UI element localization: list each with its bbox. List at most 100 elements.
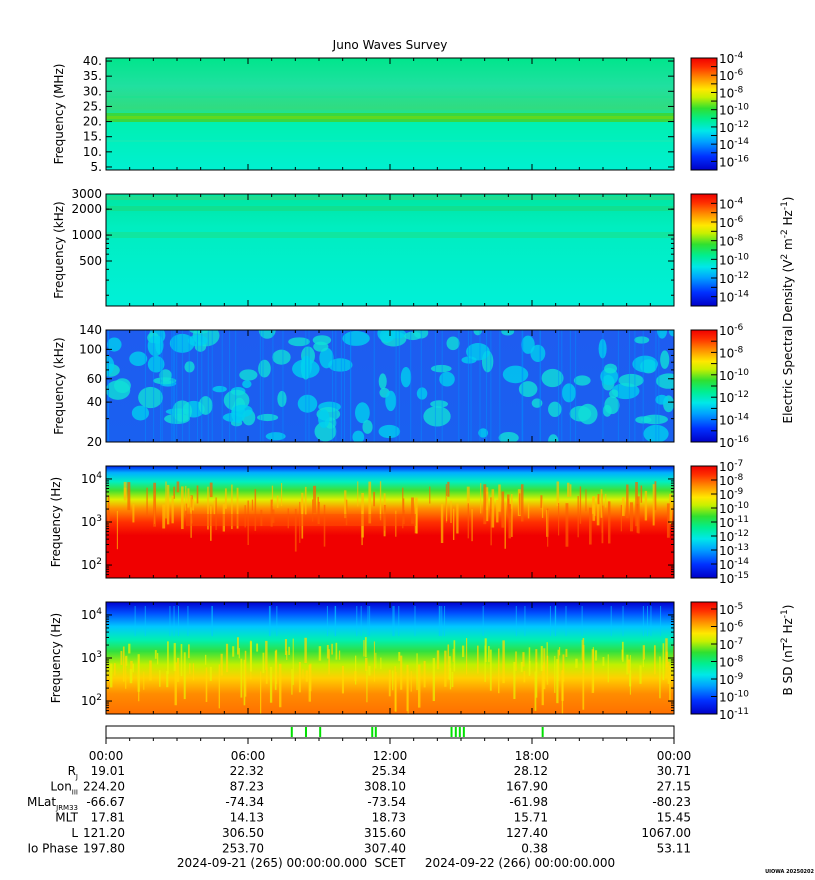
event-mark — [304, 727, 307, 737]
ephemeris-value: 25.34 — [372, 764, 406, 778]
colorbar-tick-label: 10-16 — [719, 435, 749, 450]
panel-electric-lfr-high: 20 40 60 100 140 Frequency (kHz) 10-6 10-8 10-10… — [52, 323, 749, 450]
y-axis-label: Frequency (kHz) — [52, 201, 66, 298]
ephemeris-value: 253.70 — [222, 842, 264, 856]
ephemeris-value: 306.50 — [222, 826, 264, 840]
event-strip-frame — [105, 725, 675, 739]
event-mark — [319, 727, 322, 737]
y-tick-label: 103 — [81, 514, 102, 529]
footer-frame: SCET — [375, 856, 407, 870]
colorbar-label-electric: Electric Spectral Density (V2 m-2 Hz-1) — [780, 196, 795, 423]
colorbar-tick-label: 10-6 — [719, 215, 744, 230]
event-strip — [105, 725, 675, 744]
y-tick-label: 25. — [83, 99, 102, 113]
panel-electric-lfr-low: 102 103 104 Frequency (Hz) 10-710-810-910-10… — [49, 459, 749, 586]
x-axis-ticks: 00:00 06:00 12:00 18:00 00:00 — [89, 749, 692, 763]
colorbar-tick-label: 10-11 — [719, 515, 749, 530]
ephemeris-value: -66.67 — [86, 795, 125, 809]
colorbar-tick-label: 10-10 — [719, 103, 749, 118]
ephemeris-value: 15.71 — [514, 811, 548, 825]
event-mark — [462, 727, 465, 737]
x-tick-label: 18:00 — [515, 749, 550, 763]
y-tick-label: 103 — [81, 650, 102, 665]
ephemeris-row-label: RJ — [68, 764, 78, 781]
ephemeris-value: 17.81 — [91, 811, 125, 825]
colorbar-tick-label: 10-9 — [719, 487, 744, 502]
ephemeris-value: 30.71 — [657, 764, 691, 778]
y-tick-label: 102 — [81, 693, 102, 708]
colorbar-label-magnetic: B SD (nT2 Hz-1) — [780, 605, 795, 696]
y-axis-label: Frequency (MHz) — [52, 64, 66, 165]
colorbar — [690, 57, 718, 171]
ephemeris-value: 15.45 — [657, 811, 691, 825]
colorbar-tick-label: 10-7 — [719, 637, 743, 652]
ephemeris-row-label: LonIII — [50, 780, 78, 797]
ephemeris-value: 315.60 — [364, 826, 406, 840]
x-tick-label: 00:00 — [657, 749, 692, 763]
y-tick-label: 35. — [83, 69, 102, 83]
colorbar-tick-label: 10-9 — [719, 672, 744, 687]
colorbar-tick-label: 10-12 — [719, 120, 749, 135]
y-tick-label: 5. — [91, 160, 102, 174]
colorbar-tick-label: 10-14 — [719, 290, 749, 305]
colorbar-tick-label: 10-12 — [719, 529, 749, 544]
colorbar-tick-label: 10-8 — [719, 473, 744, 488]
footer-stamp: UIOWA 20250202 — [765, 869, 814, 875]
ephemeris-value: 28.12 — [514, 764, 548, 778]
y-tick-label: 30. — [83, 84, 102, 98]
colorbar-tick-label: 10-4 — [719, 51, 744, 66]
ephemeris-table: RJ 19.01 22.32 25.34 28.12 30.71 LonIII 224.20 8… — [27, 764, 691, 856]
colorbar-tick-label: 10-14 — [719, 557, 749, 572]
event-mark — [454, 727, 457, 737]
ephemeris-value: 22.32 — [230, 764, 264, 778]
ephemeris-value: -73.54 — [367, 795, 406, 809]
y-tick-label: 500 — [79, 254, 102, 268]
y-tick-label: 20 — [87, 435, 102, 449]
y-tick-label: 40 — [87, 395, 102, 409]
footer-end-time: 2024-09-22 (266) 00:00:00.000 — [425, 856, 615, 870]
event-mark — [290, 727, 293, 737]
ephemeris-value: -80.23 — [652, 795, 691, 809]
colorbar-tick-label: 10-4 — [719, 196, 744, 211]
colorbar-tick-label: 10-10 — [719, 368, 749, 383]
ephemeris-row-label: L — [71, 826, 78, 840]
ephemeris-value: 1067.00 — [641, 826, 691, 840]
colorbar-tick-label: 10-14 — [719, 137, 749, 152]
y-tick-label: 104 — [81, 471, 102, 486]
footer-start-time: 2024-09-21 (265) 00:00:00.000 — [177, 856, 367, 870]
event-mark — [371, 727, 374, 737]
colorbar-tick-label: 10-7 — [719, 459, 743, 474]
colorbar-tick-label: 10-8 — [719, 655, 744, 670]
y-tick-label: 10. — [83, 145, 102, 159]
event-mark — [450, 727, 453, 737]
ephemeris-value: 167.90 — [506, 780, 548, 794]
colorbar-tick-label: 10-10 — [719, 690, 749, 705]
y-tick-label: 3000 — [71, 187, 102, 201]
colorbar-tick-label: 10-8 — [719, 234, 744, 249]
panel-electric-hfwbr: 5.10.15.20. 25.30.35.40. Frequency (MHz) 10… — [52, 51, 749, 174]
y-tick-label: 20. — [83, 115, 102, 129]
ephemeris-value: 127.40 — [506, 826, 548, 840]
event-mark — [374, 727, 377, 737]
y-axis-label: Frequency (kHz) — [52, 337, 66, 434]
ephemeris-value: -74.34 — [225, 795, 264, 809]
colorbar-tick-label: 10-8 — [719, 85, 744, 100]
ephemeris-row-label: MLatJRM33 — [27, 795, 78, 812]
ephemeris-row-label: MLT — [55, 811, 78, 825]
spectrogram-texture — [107, 481, 673, 552]
colorbar — [690, 601, 718, 715]
ephemeris-value: 53.11 — [657, 842, 691, 856]
x-tick-label: 12:00 — [373, 749, 408, 763]
ephemeris-row-label: Io Phase — [27, 842, 78, 856]
colorbar-tick-label: 10-16 — [719, 154, 749, 169]
ephemeris-value: 87.23 — [230, 780, 264, 794]
event-mark — [541, 727, 544, 737]
colorbar-tick-label: 10-6 — [719, 68, 744, 83]
ephemeris-value: 224.20 — [83, 780, 125, 794]
x-tick-label: 06:00 — [231, 749, 266, 763]
colorbar-tick-label: 10-6 — [719, 620, 744, 635]
colorbar-tick-label: 10-12 — [719, 390, 749, 405]
ephemeris-value: 121.20 — [83, 826, 125, 840]
